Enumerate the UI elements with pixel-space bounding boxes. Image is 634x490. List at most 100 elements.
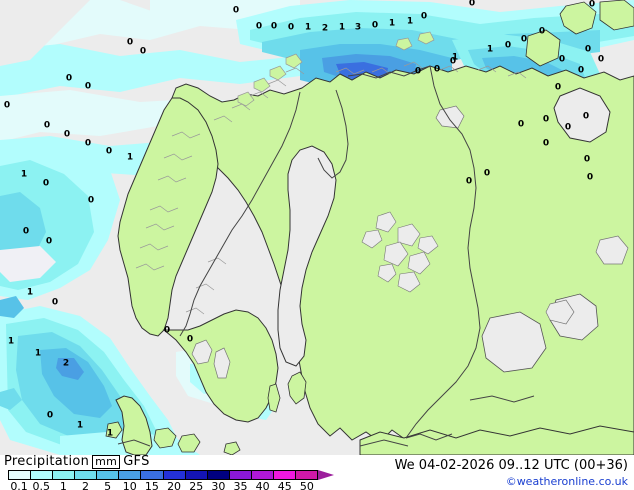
map-value-label: 0 (564, 122, 572, 133)
map-value-label: 0 (542, 138, 550, 149)
map-value-label: 0 (65, 73, 73, 84)
legend-swatch-5 (97, 471, 120, 479)
legend-tick-15: 15 (144, 480, 159, 490)
legend-swatch-40 (251, 471, 274, 479)
legend-tick-30: 30 (211, 480, 226, 490)
legend-swatch-30 (207, 471, 230, 479)
map-value-label: 1 (486, 44, 494, 55)
map-value-label: 1 (406, 16, 414, 27)
legend-swatch-25 (185, 471, 208, 479)
map-value-label: 0 (105, 146, 113, 157)
legend-swatch-1 (53, 471, 76, 479)
map-value-label: 0 (46, 410, 54, 421)
map-value-label: 0 (582, 111, 590, 122)
legend-tick-20: 20 (167, 480, 182, 490)
legend-tick-25: 25 (189, 480, 204, 490)
map-value-label: 0 (51, 297, 59, 308)
map-value-label: 0 (87, 195, 95, 206)
legend-title-text: Precipitation (4, 454, 90, 469)
map-value-label: 0 (558, 54, 566, 65)
legend-tick-40: 40 (255, 480, 270, 490)
map-value-label: 1 (106, 428, 114, 439)
map-value-label: 0 (554, 82, 562, 93)
legend-tick-35: 35 (233, 480, 248, 490)
map-value-label: 0 (63, 129, 71, 140)
legend-panel: Precipitation mm GFS 0.1 0.5 1 2 5 10 15 20 25 30 35… (0, 454, 634, 490)
legend-swatch-0.1 (9, 471, 32, 479)
copyright-notice: ©weatheronline.co.uk (505, 475, 628, 488)
legend-swatch-2 (75, 471, 98, 479)
map-value-label: 0 (22, 226, 30, 237)
map-value-label: 0 (43, 120, 51, 131)
legend-title: Precipitation mm GFS (4, 454, 150, 469)
map-value-label: 0 (42, 178, 50, 189)
map-value-label: 0 (584, 44, 592, 55)
map-value-label: 0 (504, 40, 512, 51)
map-value-label: 0 (270, 21, 278, 32)
map-value-label: 0 (287, 22, 295, 33)
map-value-label: 0 (542, 114, 550, 125)
map-value-label: 0 (517, 119, 525, 130)
legend-tick-0.1: 0.1 (10, 480, 28, 490)
map-value-label: 1 (76, 420, 84, 431)
legend-swatch-45 (273, 471, 297, 479)
map-value-label: 0 (414, 66, 422, 77)
map-value-label: 0 (588, 0, 596, 10)
legend-colorbar[interactable] (8, 470, 318, 480)
legend-unit-label: mm (92, 455, 121, 469)
map-value-label: 3 (354, 22, 362, 33)
map-value-label: 0 (84, 81, 92, 92)
map-value-label: 0 (371, 20, 379, 31)
map-value-label: 0 (163, 325, 171, 336)
map-value-label: 0 (577, 65, 585, 76)
map-value-label: 1 (338, 22, 346, 33)
legend-tick-1: 1 (59, 480, 67, 490)
map-value-label: 1 (304, 22, 312, 33)
legend-swatch-0.5 (31, 471, 54, 479)
map-value-label: 1 (34, 348, 42, 359)
map-value-label: 0 (520, 34, 528, 45)
legend-tick-0.5: 0.5 (32, 480, 50, 490)
legend-tick-5: 5 (104, 480, 112, 490)
map-value-label: 1 (7, 336, 15, 347)
map-value-label: 0 (586, 172, 594, 183)
legend-tick-45: 45 (277, 480, 292, 490)
legend-swatch-35 (229, 471, 252, 479)
map-value-label: 0 (126, 37, 134, 48)
legend-tick-10: 10 (122, 480, 137, 490)
map-value-label: 0 (483, 168, 491, 179)
map-value-label: 0 (45, 236, 53, 247)
map-value-label: 0 (465, 176, 473, 187)
legend-tick-labels: 0.1 0.5 1 2 5 10 15 20 25 30 35 40 45 50 (0, 480, 340, 490)
legend-swatch-15 (141, 471, 164, 479)
map-value-label: 0 (449, 56, 457, 67)
map-value-label: 0 (433, 64, 441, 75)
inland-water-layer (191, 87, 629, 379)
map-value-label: 0 (538, 26, 546, 37)
map-value-label: 0 (597, 54, 605, 65)
map-value-label: 0 (3, 100, 11, 111)
map-value-label: 1 (126, 152, 134, 163)
border-layer (117, 65, 535, 447)
map-value-label: 1 (388, 18, 396, 29)
map-canvas[interactable] (0, 0, 634, 455)
map-value-label: 2 (62, 358, 70, 369)
legend-model-label: GFS (123, 454, 150, 469)
map-value-label: 0 (232, 5, 240, 16)
map-value-label: 0 (583, 154, 591, 165)
map-value-label: 0 (420, 11, 428, 22)
legend-tick-2: 2 (82, 480, 89, 490)
map-value-label: 0 (255, 21, 263, 32)
map-value-label: 1 (451, 52, 459, 63)
map-value-label: 0 (84, 138, 92, 149)
legend-overflow-arrow (318, 470, 334, 480)
legend-tick-50: 50 (299, 480, 314, 490)
forecast-valid-time: We 04-02-2026 09..12 UTC (00+36) (394, 458, 628, 473)
map-value-label: 1 (20, 169, 28, 180)
legend-swatch-50 (296, 471, 318, 479)
legend-swatch-20 (163, 471, 186, 479)
map-value-label: 0 (139, 46, 147, 57)
map-value-label: 0 (186, 334, 194, 345)
